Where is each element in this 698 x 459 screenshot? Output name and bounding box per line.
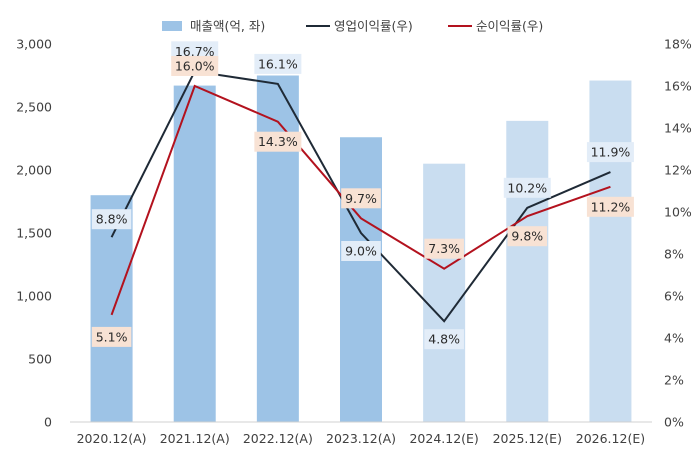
y-left-tick-label: 500 <box>28 352 52 367</box>
y-left-tick-label: 3,000 <box>16 37 52 52</box>
x-tick-label: 2026.12(E) <box>576 431 645 446</box>
y-right-tick-label: 4% <box>664 331 684 346</box>
bar-2023.12(A) <box>340 137 382 423</box>
net-margin-label: 11.2% <box>591 199 631 214</box>
legend-item-sales-swatch <box>162 21 182 31</box>
x-tick-label: 2023.12(A) <box>326 431 396 446</box>
legend-item-sales: 매출액(억, 좌) <box>190 19 265 34</box>
operating-margin-label: 16.7% <box>175 44 215 59</box>
bar-2024.12(E) <box>423 163 466 422</box>
y-right-tick-label: 6% <box>664 289 684 304</box>
net-margin-label-box <box>91 326 132 347</box>
operating-margin-label: 8.8% <box>96 212 128 227</box>
y-left-tick-label: 2,000 <box>16 163 52 178</box>
operating-margin-label-box <box>91 209 132 230</box>
y-right-tick-label: 14% <box>664 121 692 136</box>
operating-margin-label-box <box>424 329 464 350</box>
bar-2021.12(A) <box>173 85 216 422</box>
y-left-tick-label: 0 <box>44 415 52 430</box>
legend-item-net-margin: 순이익률(우) <box>476 19 543 34</box>
operating-margin-label: 11.9% <box>591 145 631 160</box>
legend: 매출액(억, 좌) 영업이익률(우) 순이익률(우) <box>162 19 543 34</box>
operating-margin-label-box <box>254 53 302 74</box>
bar-2020.12(A) <box>90 195 133 422</box>
operating-margin-label-box <box>503 177 551 198</box>
operating-margin-label-box <box>341 241 381 261</box>
y-right-tick-label: 16% <box>664 79 692 94</box>
y-right-tick-label: 8% <box>664 247 684 262</box>
bar-2026.12(E) <box>589 80 632 422</box>
net-margin-label-box <box>507 226 548 247</box>
operating-margin-label: 16.1% <box>258 56 298 71</box>
operating-margin-label: 10.2% <box>507 180 547 195</box>
net-margin-label-box <box>254 131 302 152</box>
x-tick-label: 2022.12(A) <box>243 431 313 446</box>
net-margin-label-box <box>171 56 219 76</box>
x-tick-label: 2021.12(A) <box>160 431 230 446</box>
net-margin-label-box <box>341 188 381 209</box>
net-margin-line <box>110 84 611 316</box>
bar-2022.12(A) <box>256 75 299 422</box>
net-margin-label: 5.1% <box>96 329 128 344</box>
x-tick-label: 2025.12(E) <box>493 431 562 446</box>
x-tick-label: 2020.12(A) <box>77 431 147 446</box>
bar-2025.12(E) <box>506 120 549 423</box>
net-margin-label: 9.7% <box>345 191 377 206</box>
net-margin-label: 14.3% <box>258 134 298 149</box>
net-margin-label: 9.8% <box>511 229 543 244</box>
net-margin-label-box <box>586 196 634 217</box>
net-margin-label-box <box>424 238 464 259</box>
y-right-tick-label: 0% <box>664 415 684 430</box>
y-right-tick-label: 2% <box>664 373 684 388</box>
axes: 0 500 1,000 1,500 2,000 2,500 3,000 0% 2% 4% 6% 8% 1… <box>16 37 692 447</box>
y-left-tick-label: 1,000 <box>16 289 52 304</box>
y-left-tick-label: 2,500 <box>16 100 52 115</box>
y-right-tick-label: 12% <box>664 163 692 178</box>
operating-margin-label-box <box>586 142 634 163</box>
y-right-tick-label: 10% <box>664 205 692 220</box>
net-margin-label: 16.0% <box>175 59 215 74</box>
x-tick-label: 2024.12(E) <box>409 431 478 446</box>
y-right-tick-label: 18% <box>664 37 692 52</box>
bar-series <box>90 75 632 423</box>
legend-item-operating-margin: 영업이익률(우) <box>334 19 413 34</box>
y-left-tick-label: 1,500 <box>16 226 52 241</box>
operating-margin-label: 4.8% <box>428 332 460 347</box>
operating-margin-label: 9.0% <box>345 244 377 259</box>
net-margin-label: 7.3% <box>428 241 460 256</box>
data-labels: 8.8% 16.7% 16.1% 9.0% 4.8% 10.2% 11.9% 5.1% 16.0… <box>91 41 634 350</box>
